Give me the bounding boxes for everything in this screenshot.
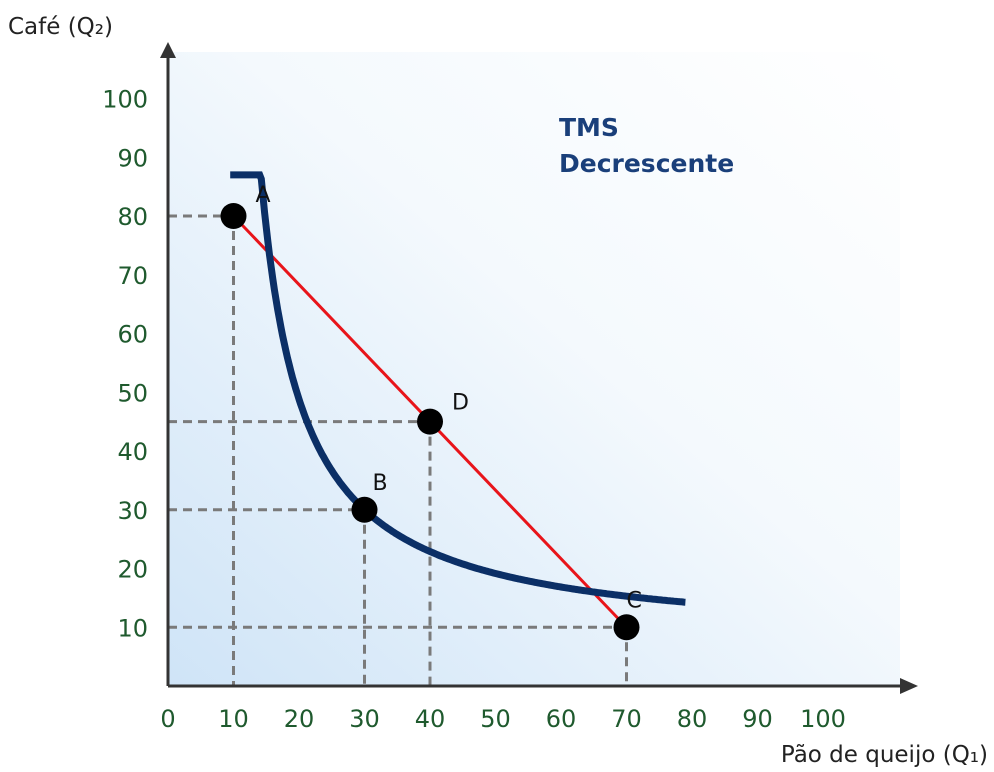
plot-background bbox=[168, 52, 900, 686]
x-tick-label: 100 bbox=[800, 705, 846, 733]
point-b bbox=[351, 496, 378, 523]
y-tick-label: 70 bbox=[117, 262, 148, 290]
point-label-b: B bbox=[373, 471, 388, 496]
x-tick-label: 70 bbox=[611, 705, 642, 733]
axes bbox=[160, 42, 918, 694]
point-c bbox=[613, 614, 640, 641]
point-a bbox=[220, 203, 247, 229]
y-tick-label: 40 bbox=[117, 438, 148, 466]
guide-lines bbox=[168, 214, 628, 686]
y-axis-title: Café (Q₂) bbox=[8, 14, 113, 40]
y-tick-label: 20 bbox=[117, 556, 148, 584]
y-tick-label: 90 bbox=[117, 144, 148, 172]
y-tick-label: 50 bbox=[117, 379, 148, 407]
y-tick-label: 10 bbox=[117, 614, 148, 642]
x-axis-title: Pão de queijo (Q₁) bbox=[781, 742, 988, 768]
x-tick-label: 40 bbox=[415, 705, 446, 733]
tick-labels: 0 10 20 30 40 50 60 70 80 90 100 10 20 30 40 50 60 70 80 90… bbox=[102, 86, 846, 734]
annotation-line-1: TMS bbox=[559, 113, 619, 142]
point-label-c: C bbox=[627, 588, 642, 613]
x-tick-label: 90 bbox=[742, 705, 773, 733]
x-tick-label: 60 bbox=[546, 705, 577, 733]
y-axis-arrow bbox=[160, 42, 176, 58]
x-tick-label: 30 bbox=[349, 705, 380, 733]
point-d bbox=[417, 408, 443, 435]
y-tick-label: 30 bbox=[117, 497, 148, 525]
y-tick-label: 80 bbox=[117, 203, 148, 231]
y-tick-label: 60 bbox=[117, 321, 148, 349]
x-tick-label: 50 bbox=[480, 705, 511, 733]
x-tick-label: 20 bbox=[284, 705, 315, 733]
point-label-a: A bbox=[256, 183, 271, 208]
annotation-line-2: Decrescente bbox=[559, 149, 734, 178]
x-tick-label: 10 bbox=[218, 705, 249, 733]
x-tick-label: 80 bbox=[677, 705, 708, 733]
point-label-d: D bbox=[452, 391, 469, 416]
x-axis-arrow bbox=[900, 678, 918, 694]
indifference-curve bbox=[230, 171, 686, 606]
y-tick-label: 100 bbox=[102, 86, 148, 114]
x-tick-label: 0 bbox=[160, 705, 175, 733]
points-layer: A B C D bbox=[220, 183, 642, 641]
